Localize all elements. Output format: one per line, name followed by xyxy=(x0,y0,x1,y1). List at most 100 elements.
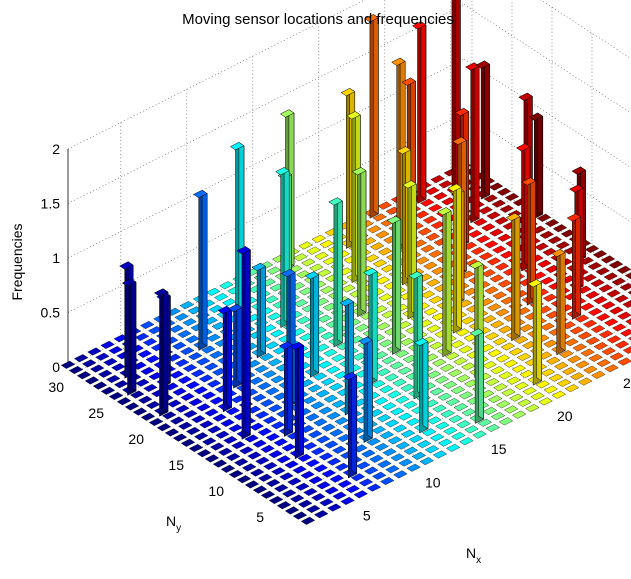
baseline-tile xyxy=(355,324,369,332)
x-axis-label-main: N xyxy=(466,545,476,561)
z-axis-label: Frequencies xyxy=(9,223,25,300)
baseline-tile xyxy=(489,183,503,191)
bar-face-side xyxy=(538,113,543,214)
baseline-tile xyxy=(204,363,218,371)
baseline-tile xyxy=(418,228,432,236)
baseline-tile xyxy=(617,266,631,274)
baseline-tile xyxy=(492,200,506,208)
baseline-tile xyxy=(376,231,390,239)
x-axis-label: Nx xyxy=(466,545,481,566)
bar-face-side xyxy=(576,214,581,315)
baseline-tile xyxy=(224,436,238,444)
baseline-tile xyxy=(138,350,152,358)
z-tick-label: 1 xyxy=(52,250,60,266)
baseline-tile xyxy=(429,250,443,258)
baseline-tile xyxy=(213,414,227,422)
baseline-tile xyxy=(473,431,487,439)
bar-face-side xyxy=(202,190,207,346)
baseline-tile xyxy=(570,373,584,381)
baseline-tile xyxy=(370,243,384,251)
baseline-tile xyxy=(180,347,194,355)
baseline-tile xyxy=(421,245,435,253)
baseline-tile xyxy=(462,409,476,417)
baseline-tile xyxy=(565,384,579,392)
baseline-tile xyxy=(149,418,163,426)
baseline-tile xyxy=(294,254,308,262)
baseline-tile xyxy=(488,349,502,357)
baseline-tile xyxy=(277,456,291,464)
baseline-tile xyxy=(270,330,284,338)
bar-face-side xyxy=(261,263,266,354)
baseline-tile xyxy=(330,475,344,483)
baseline-tile xyxy=(618,312,631,320)
baseline-tile xyxy=(172,342,186,350)
baseline-tile xyxy=(143,338,157,346)
baseline-tile xyxy=(200,421,214,429)
baseline-tile xyxy=(332,446,346,454)
baseline-tile xyxy=(544,386,558,394)
baseline-tile xyxy=(430,342,444,350)
bar-face-side xyxy=(474,63,479,219)
baseline-tile xyxy=(322,424,336,432)
baseline-tile xyxy=(242,464,256,472)
baseline-tile xyxy=(546,357,560,365)
bar-face-side xyxy=(373,14,378,214)
baseline-tile xyxy=(510,394,524,402)
baseline-tile xyxy=(264,462,278,470)
baseline-tile xyxy=(620,283,631,291)
baseline-tile xyxy=(424,262,438,270)
y-tick-label: 15 xyxy=(168,457,184,473)
baseline-tile xyxy=(229,470,243,478)
baseline-tile xyxy=(321,378,335,386)
baseline-tile xyxy=(183,364,197,372)
chart-title: Moving sensor locations and frequencies xyxy=(182,11,454,28)
baseline-tile xyxy=(380,431,394,439)
baseline-tile xyxy=(591,325,605,333)
baseline-tile xyxy=(398,367,412,375)
baseline-tile xyxy=(377,368,391,376)
baseline-tile xyxy=(207,334,221,342)
baseline-tile xyxy=(101,341,115,349)
baseline-tile xyxy=(265,342,279,350)
baseline-tile xyxy=(266,479,280,487)
baseline-tile xyxy=(401,384,415,392)
baseline-tile xyxy=(588,262,602,270)
baseline-tile xyxy=(189,398,203,406)
baseline-tile xyxy=(175,359,189,367)
baseline-tile xyxy=(479,207,493,215)
baseline-tile xyxy=(491,366,505,374)
x-tick-label: 5 xyxy=(363,508,371,524)
baseline-tile xyxy=(333,492,347,500)
baseline-tile xyxy=(390,362,404,370)
baseline-tile xyxy=(385,374,399,382)
bar xyxy=(154,289,168,417)
baseline-tile xyxy=(517,353,531,361)
baseline-tile xyxy=(318,315,332,323)
baseline-tile xyxy=(359,479,373,487)
baseline-tile xyxy=(421,291,435,299)
baseline-tile xyxy=(583,320,597,328)
baseline-tile xyxy=(482,224,496,232)
baseline-tile xyxy=(186,427,200,435)
baseline-tile xyxy=(509,348,523,356)
baseline-tile xyxy=(540,231,554,239)
baseline-tile xyxy=(114,380,128,388)
baseline-tile xyxy=(396,396,410,404)
baseline-tile xyxy=(320,286,334,294)
baseline-tile xyxy=(457,420,471,428)
baseline-tile xyxy=(261,445,275,453)
baseline-tile xyxy=(385,420,399,428)
baseline-tile xyxy=(263,370,277,378)
baseline-tile xyxy=(433,451,447,459)
baseline-tile xyxy=(430,388,444,396)
baseline-tile xyxy=(320,240,334,248)
baseline-tile xyxy=(252,394,266,402)
baseline-tile xyxy=(178,330,192,338)
baseline-tile xyxy=(317,482,331,490)
baseline-tile xyxy=(303,396,317,404)
baseline-tile xyxy=(584,366,598,374)
baseline-tile xyxy=(218,448,232,456)
baseline-tile xyxy=(322,470,336,478)
